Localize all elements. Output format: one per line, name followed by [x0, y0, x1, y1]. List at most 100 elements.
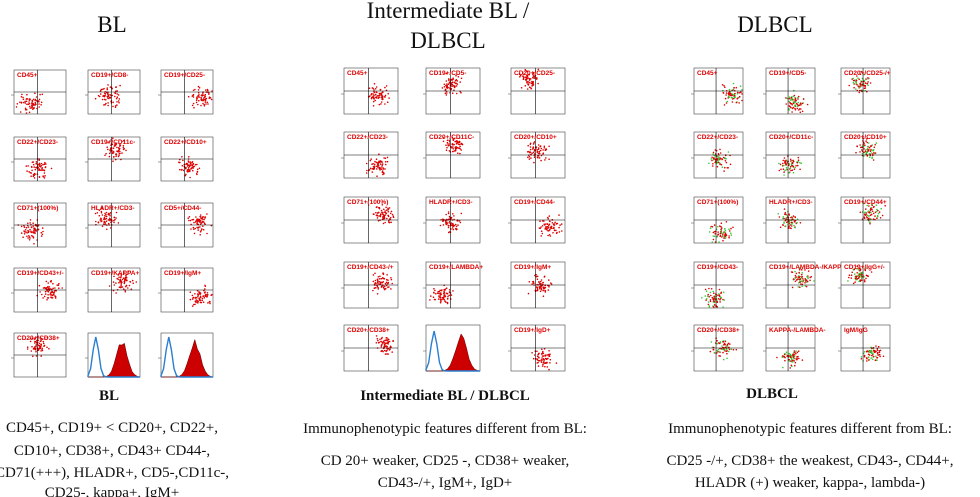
event-dot — [721, 222, 723, 224]
event-dot — [786, 167, 788, 169]
event-dot — [719, 236, 721, 238]
event-dot — [452, 146, 454, 148]
event-dot — [385, 337, 387, 339]
event-dot — [795, 275, 797, 277]
event-dot — [42, 350, 44, 352]
event-dot — [39, 291, 41, 293]
event-dot — [197, 295, 199, 297]
event-dot — [114, 284, 116, 286]
plot-panel: CD19+/CD5- — [423, 68, 480, 114]
event-dot — [459, 81, 461, 83]
description-line: CD45+, CD19+ < CD20+, CD22+, — [6, 420, 218, 436]
event-dot — [99, 96, 101, 98]
event-dot — [185, 167, 187, 169]
event-dot — [791, 271, 793, 273]
event-dot — [377, 282, 379, 284]
event-dot — [390, 213, 392, 215]
event-dot — [387, 209, 389, 211]
event-dot — [132, 282, 134, 284]
event-dot — [107, 96, 109, 98]
event-dot — [540, 291, 542, 293]
event-dot — [42, 227, 44, 229]
event-dot — [384, 278, 386, 280]
event-dot — [440, 302, 442, 304]
event-dot — [537, 276, 539, 278]
event-dot — [855, 275, 857, 277]
title-line: Intermediate BL / — [367, 0, 530, 23]
event-dot — [789, 367, 791, 369]
event-dot — [383, 340, 385, 342]
event-dot — [26, 236, 28, 238]
event-dot — [527, 151, 529, 153]
event-dot — [793, 225, 795, 227]
event-dot — [725, 158, 727, 160]
event-dot — [29, 222, 31, 224]
event-dot — [527, 88, 529, 90]
event-dot — [873, 159, 875, 161]
event-dot — [370, 168, 372, 170]
event-dot — [790, 99, 792, 101]
plot-panel: CD20+/CD38+ — [341, 325, 398, 371]
event-dot — [44, 162, 46, 164]
event-dot — [801, 276, 803, 278]
event-dot — [559, 224, 561, 226]
event-dot — [859, 275, 861, 277]
plot-panel: CD20+/CD10+ — [508, 132, 565, 178]
event-dot — [391, 283, 393, 285]
event-dot — [873, 206, 875, 208]
event-dot — [528, 293, 530, 295]
event-dot — [188, 161, 190, 163]
event-dot — [545, 290, 547, 292]
event-dot — [550, 235, 552, 237]
event-dot — [385, 353, 387, 355]
event-dot — [553, 223, 555, 225]
event-dot — [791, 162, 793, 164]
event-dot — [388, 211, 390, 213]
event-dot — [382, 342, 384, 344]
event-dot — [805, 280, 807, 282]
event-dot — [705, 299, 707, 301]
event-dot — [45, 167, 47, 169]
event-dot — [441, 289, 443, 291]
plot-panel: CD45+ — [691, 68, 743, 114]
event-dot — [454, 147, 456, 149]
event-dot — [794, 271, 796, 273]
event-dot — [193, 90, 195, 92]
event-dot — [200, 105, 202, 107]
event-dot — [547, 230, 549, 232]
event-dot — [531, 152, 533, 154]
event-dot — [804, 282, 806, 284]
event-dot — [872, 153, 874, 155]
event-dot — [779, 216, 781, 218]
event-dot — [724, 350, 726, 352]
event-dot — [116, 104, 118, 106]
event-dot — [113, 147, 115, 149]
event-dot — [39, 164, 41, 166]
event-dot — [539, 227, 541, 229]
event-dot — [105, 99, 107, 101]
plot-panel — [423, 325, 480, 371]
event-dot — [376, 335, 378, 337]
event-dot — [207, 102, 209, 104]
event-dot — [861, 84, 863, 86]
event-dot — [201, 218, 203, 220]
event-dot — [384, 222, 386, 224]
event-dot — [385, 164, 387, 166]
plot-panel: CD19+/CD44- — [508, 197, 565, 243]
description-line: CD43-/+, IgM+, IgD+ — [378, 475, 513, 491]
event-dot — [546, 228, 548, 230]
event-dot — [446, 94, 448, 96]
event-dot — [529, 79, 531, 81]
event-dot — [722, 348, 724, 350]
event-dot — [876, 211, 878, 213]
event-dot — [798, 358, 800, 360]
event-dot — [33, 99, 35, 101]
event-dot — [440, 292, 442, 294]
event-dot — [856, 278, 858, 280]
event-dot — [709, 305, 711, 307]
event-dot — [455, 80, 457, 82]
event-dot — [438, 293, 440, 295]
event-dot — [373, 95, 375, 97]
event-dot — [873, 152, 875, 154]
event-dot — [380, 163, 382, 165]
